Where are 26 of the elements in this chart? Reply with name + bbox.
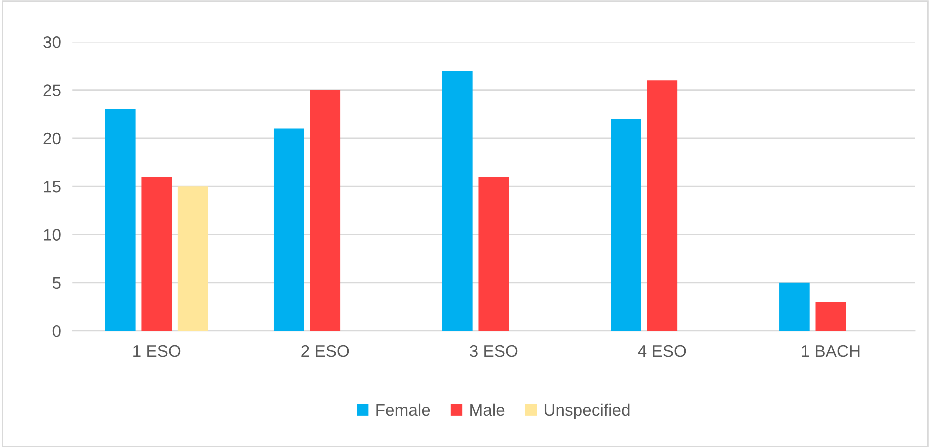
x-tick-label: 4 ESO [638,345,686,358]
legend-label: Male [470,404,505,416]
x-tick-label: 1 BACH [802,345,860,358]
x-tick-label: 3 ESO [470,345,518,358]
bar [478,176,510,332]
bar [611,119,642,332]
y-tick-label: 30 [44,36,61,48]
bar [647,80,678,332]
y-tick-label: 5 [52,277,61,290]
legend-label: Female [376,404,430,416]
bar [142,176,172,332]
y-tick-label: 20 [44,132,61,145]
bar [310,90,341,332]
legend-label: Unspecified [544,404,630,420]
bar [780,282,810,332]
bar [105,110,136,332]
bar [816,302,846,332]
x-tick-label: 1 ESO [134,345,181,358]
y-tick-label: 25 [44,84,61,96]
bar [442,71,473,332]
y-tick-label: 10 [44,229,61,241]
bar [178,186,208,332]
bar [274,128,304,332]
y-tick-label: 0 [52,325,61,338]
y-tick-label: 15 [44,181,61,193]
x-tick-label: 2 ESO [302,345,350,358]
